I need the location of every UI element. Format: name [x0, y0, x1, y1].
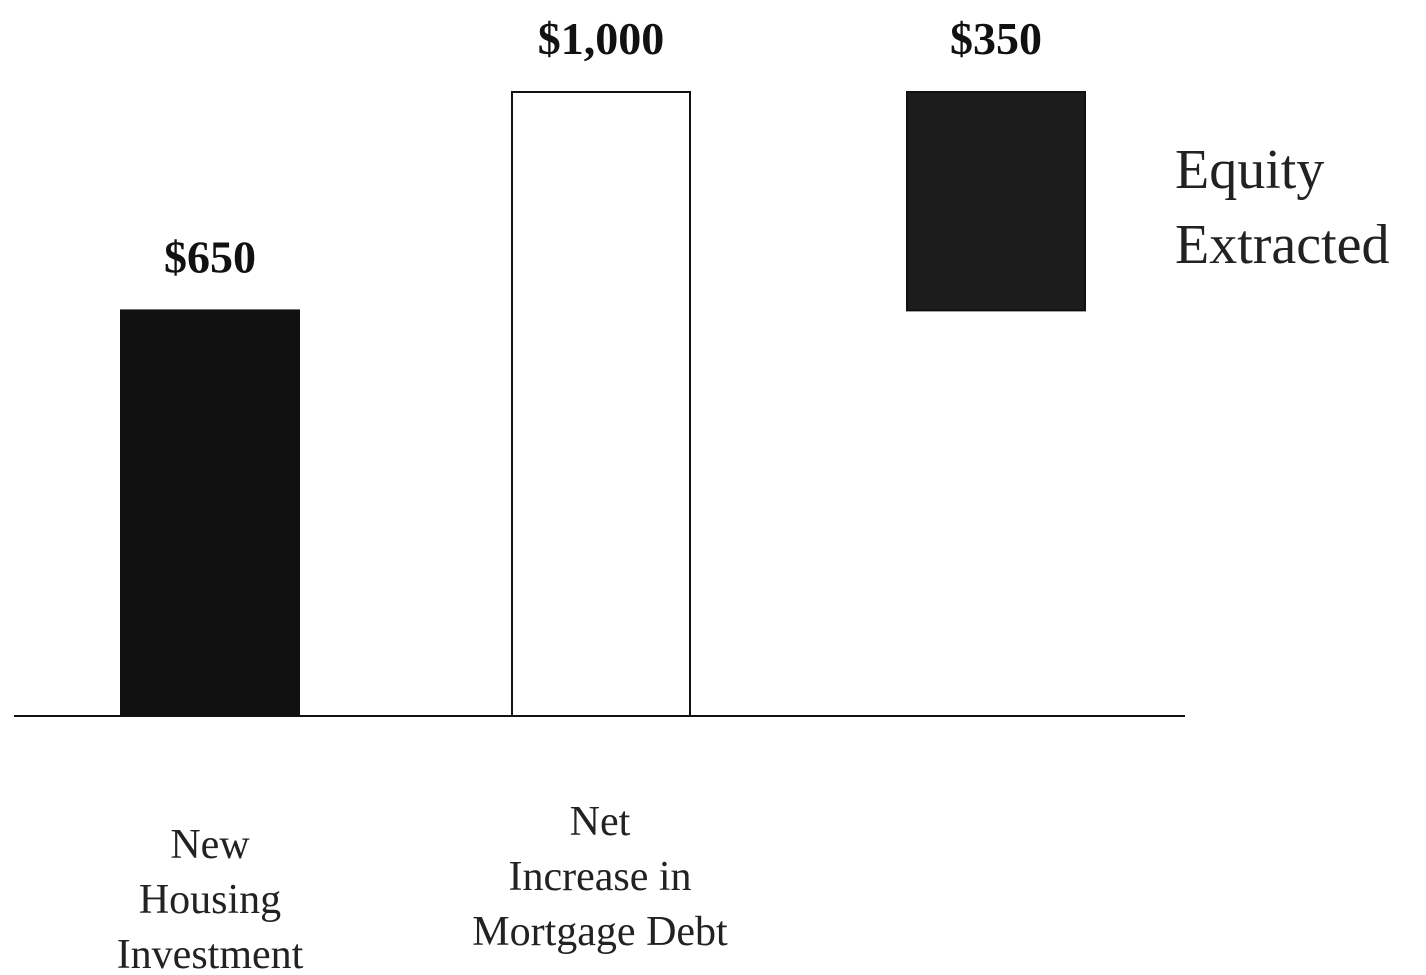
- bar: [120, 309, 300, 717]
- category-label: New Housing Investment: [116, 822, 304, 975]
- category-label: Equity Extracted: [1175, 139, 1390, 276]
- value-label: $650: [164, 231, 256, 282]
- value-label: $1,000: [538, 13, 665, 64]
- value-label: $350: [950, 13, 1042, 64]
- bar: [511, 91, 691, 717]
- category-label: Net Increase in Mortgage Debt: [472, 799, 728, 955]
- bar: [906, 91, 1086, 312]
